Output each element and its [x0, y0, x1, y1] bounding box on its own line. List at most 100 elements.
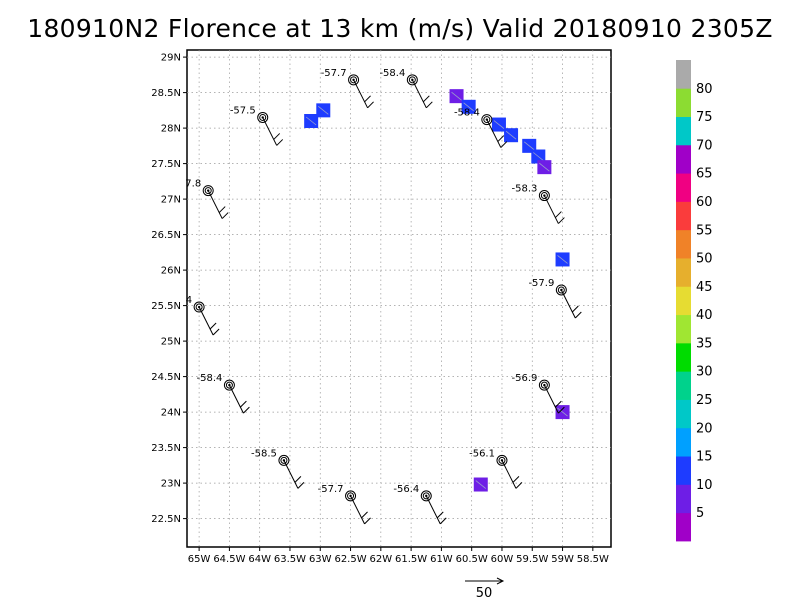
station-ring-inner	[347, 492, 355, 500]
sonde-label: -58.4	[454, 108, 480, 119]
colorbar-label: 30	[696, 365, 713, 380]
station-ring-inner	[350, 76, 358, 84]
wind-barb-shaft	[228, 384, 244, 414]
station-ring	[257, 111, 269, 123]
colorbar-label: 75	[696, 110, 713, 125]
wind-barb-shaft	[560, 289, 576, 319]
wind-barb-flag	[571, 305, 579, 313]
colorbar-swatch	[676, 286, 691, 316]
station-ring	[420, 490, 432, 502]
wind-barb-flag	[212, 328, 220, 336]
wind-barb-flag	[425, 101, 433, 109]
colorbar-label: 55	[696, 223, 713, 238]
colorbar-swatch	[676, 229, 691, 259]
colorbar-label: 5	[696, 506, 704, 521]
colorbar-label: 80	[696, 82, 713, 97]
colorbar-swatch	[676, 314, 691, 344]
x-tick-label: 60W	[491, 554, 514, 565]
y-tick-label: 28.5N	[151, 88, 181, 99]
x-tick-label: 62W	[370, 554, 393, 565]
x-tick-label: 63.5W	[274, 554, 306, 565]
dropsonde-station: 7.8	[185, 179, 229, 219]
station-ring	[496, 454, 508, 466]
colorbar-swatch	[676, 342, 691, 372]
axis-ticks: 65W 64.5W 64W 63.5W 63W 62.5W 62W 61.5W 61W 60.5W…	[151, 53, 609, 565]
map-title: 180910N2 Florence at 13 km (m/s) Valid 2…	[27, 14, 773, 43]
station-ring	[223, 379, 235, 391]
colorbar-label: 45	[696, 280, 713, 295]
wind-arrow	[318, 106, 329, 115]
colorbar-swatch	[676, 399, 691, 429]
y-tick-label: 24N	[161, 408, 181, 419]
dropsonde-station: -57.7	[321, 68, 374, 109]
y-tick-label: 26N	[161, 266, 181, 277]
sonde-label: -58.3	[511, 184, 537, 195]
x-tick-label: 58.5W	[577, 554, 609, 565]
y-tick-label: 25N	[161, 337, 181, 348]
wind-barb-flag	[240, 400, 247, 408]
colorbar-swatch	[676, 116, 691, 146]
colorbar-label: 10	[696, 478, 713, 493]
station-ring	[202, 185, 214, 197]
wind-barb-flag	[273, 133, 281, 140]
wind-barb-flag	[558, 217, 565, 224]
wind-barb-flag	[439, 517, 447, 525]
wind-barb-shaft	[198, 306, 214, 336]
wind-barb-shaft	[262, 117, 278, 146]
x-tick-label: 61W	[430, 554, 453, 565]
colorbar-label: 40	[696, 308, 713, 323]
wind-arrow	[539, 162, 550, 172]
dropsonde-station: -58.4	[379, 68, 433, 109]
colorbar-swatch	[676, 201, 691, 231]
station-ring-inner	[557, 286, 565, 294]
colorbar-swatch	[676, 60, 691, 89]
sonde-label: -58.5	[251, 448, 277, 459]
dropsonde-station: -56.4	[393, 484, 447, 525]
colorbar-swatch	[676, 427, 691, 457]
wind-arrow	[557, 255, 568, 264]
wind-barb-flag	[297, 482, 305, 489]
wind-barb-flag	[221, 212, 229, 219]
y-tick-label: 24.5N	[151, 372, 181, 383]
wind-barb-shaft	[543, 384, 559, 414]
x-tick-label: 59.5W	[516, 554, 548, 565]
wind-barb-flag	[243, 406, 250, 414]
wind-arrow	[463, 102, 474, 112]
station-ring-inner	[280, 456, 288, 464]
station-ring	[481, 114, 493, 126]
wind-arrow	[533, 152, 544, 161]
y-tick-label: 25.5N	[151, 301, 181, 312]
wind-barb-flag	[364, 517, 371, 525]
station-ring	[193, 301, 205, 313]
wind-barb-flag	[367, 101, 374, 109]
x-tick-label: 62.5W	[334, 554, 366, 565]
wind-barb-shaft	[350, 495, 365, 525]
wind-arrow	[475, 480, 487, 489]
x-tick-label: 63W	[309, 554, 332, 565]
colorbar-label: 70	[696, 138, 713, 153]
wind-barb-flag	[497, 135, 505, 142]
wind-barb-flag	[364, 95, 371, 103]
sonde-label: -57.7	[318, 484, 344, 495]
wind-barb-flag	[422, 95, 430, 103]
station-ring	[555, 284, 567, 296]
station-ring-inner	[259, 113, 267, 121]
station-ring-inner	[498, 456, 506, 464]
wind-barb-shaft	[207, 190, 223, 219]
wind-barb-flag	[276, 139, 284, 146]
wind-barb-shaft	[501, 460, 517, 489]
x-tick-label: 61.5W	[395, 554, 427, 565]
colorbar-label: 20	[696, 421, 713, 436]
wind-barb-flag	[555, 211, 562, 218]
sonde-label: 7.8	[185, 179, 201, 190]
wind-barb-flag	[500, 141, 508, 148]
colorbar-label: 25	[696, 393, 713, 408]
dropsonde-station: -58.4	[454, 108, 508, 148]
x-tick-label: 64.5W	[213, 554, 245, 565]
y-tick-label: 22.5N	[151, 514, 181, 525]
colorbar-label: 60	[696, 195, 713, 210]
sonde-label: -58.4	[379, 68, 405, 79]
wind-barb-shaft	[353, 79, 369, 109]
colorbar-swatch	[676, 371, 691, 400]
